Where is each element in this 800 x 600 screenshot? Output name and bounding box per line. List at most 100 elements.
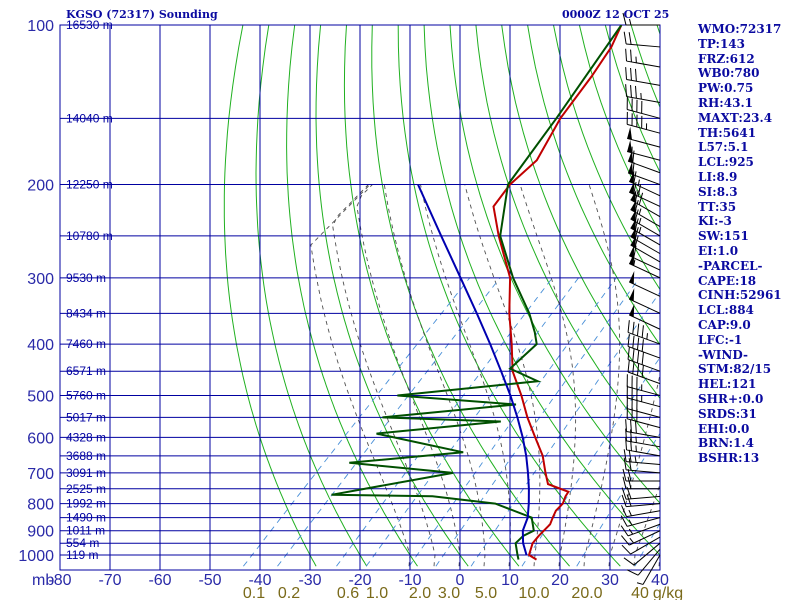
dry-adiabat-line: [343, 25, 520, 567]
sounding-index-item: CAP:9.0: [698, 317, 751, 332]
sounding-index-item: LFC:-1: [698, 332, 743, 347]
sounding-index-item: SRDS:31: [698, 406, 757, 421]
moist-adiabat-line: [383, 184, 486, 567]
sounding-index-item: SW:151: [698, 229, 749, 244]
wind-barb: [628, 288, 661, 314]
height-label: 119 m: [66, 548, 98, 562]
mixing-ratio-label: 2.0: [409, 585, 431, 600]
sounding-index-item: KI:-3: [698, 214, 732, 229]
height-label: 12250 m: [66, 178, 113, 192]
plot-frame: [59, 24, 661, 571]
station-title: KGSO (72317) Sounding: [66, 8, 218, 21]
wind-barb: [620, 515, 661, 527]
pressure-tick-label: 400: [27, 337, 54, 354]
sounding-index-item: LCL:884: [698, 303, 754, 318]
dry-adiabat-line: [501, 25, 660, 400]
wind-barb: [622, 476, 660, 490]
wind-barb: [621, 530, 661, 546]
height-label: 554 m: [66, 536, 99, 550]
wind-barb: [627, 139, 661, 161]
mixing-ratio-label: 0.2: [278, 585, 300, 600]
dry-adiabat-line: [397, 25, 621, 567]
sounding-index-item: RH:43.1: [698, 95, 753, 110]
height-label: 2525 m: [66, 482, 106, 496]
mixing-ratio-label: 40: [631, 585, 649, 600]
sounding-index-item: TT:35: [698, 199, 737, 214]
wind-barb: [628, 303, 661, 330]
temperature-tick-label: 0: [456, 572, 465, 589]
pressure-tick-label: 300: [27, 271, 54, 288]
wind-barb: [622, 12, 660, 26]
temperature-tick-label: 40: [651, 572, 669, 589]
sounding-index-item: STM:82/15: [698, 362, 772, 377]
sounding-index-item: MAXT:23.4: [698, 110, 773, 125]
moist-adiabat-line: [583, 184, 621, 567]
temperature-tick-label: 30: [601, 572, 619, 589]
wind-barb: [622, 468, 660, 482]
wind-barb: [625, 48, 661, 68]
temperature-tick-label: -70: [98, 572, 121, 589]
wind-barb: [627, 320, 661, 345]
mixing-ratio-line: [576, 432, 660, 567]
mixing-ratio-line: [277, 277, 501, 567]
height-label: 3688 m: [66, 449, 106, 463]
moist-adiabat-line: [608, 372, 660, 567]
wind-barb: [625, 437, 661, 457]
wind-barb: [625, 84, 661, 103]
mixing-ratio-label: 5.0: [475, 585, 497, 600]
temperature-tick-label: -40: [248, 572, 271, 589]
dry-adiabat-line: [449, 25, 660, 504]
wind-barb: [621, 536, 661, 555]
wind-barb: [628, 244, 661, 271]
height-label: 1992 m: [66, 497, 106, 511]
sounding-index-item: FRZ:612: [698, 51, 755, 66]
wind-barb: [627, 161, 661, 186]
temperature-tick-label: 20: [551, 572, 569, 589]
sounding-index-item: SHR+:0.0: [698, 391, 764, 406]
wind-barb: [627, 359, 661, 385]
height-label: 3091 m: [66, 466, 106, 480]
moist-adiabat-line: [633, 483, 660, 567]
sounding-index-item: PW:0.75: [698, 81, 754, 96]
wind-barb: [625, 428, 661, 448]
height-label: 9530 m: [66, 271, 106, 285]
dry-adiabat-line: [255, 25, 368, 567]
sounding-index-item: -PARCEL-: [698, 258, 763, 273]
pressure-tick-label: 900: [27, 524, 54, 541]
wind-barb: [625, 419, 661, 438]
mixing-ratio-line: [634, 522, 660, 567]
moist-adiabat-line: [356, 184, 461, 567]
sounding-index-item: BSHR:13: [698, 451, 760, 466]
wind-barb: [626, 97, 661, 119]
mixing-ratio-label: g/kg: [653, 585, 683, 600]
height-label: 4328 m: [66, 430, 106, 444]
pressure-tick-label: 800: [27, 497, 54, 514]
mixing-ratio-label: 20.0: [571, 585, 602, 600]
dry-adiabat-line: [475, 25, 660, 452]
sounding-indices-panel: WMO:72317 TP:143 FRZ:612 WB0:780 PW:0.75 RH:4…: [698, 22, 798, 466]
sounding-index-item: SI:8.3: [698, 184, 738, 199]
dry-adiabat-line: [371, 25, 570, 567]
wind-barb: [620, 523, 661, 537]
pressure-tick-label: 500: [27, 388, 54, 405]
dry-adiabat-line: [423, 25, 660, 556]
mixing-ratio-line: [365, 277, 579, 567]
sounding-index-item: LI:8.9: [698, 169, 738, 184]
wind-barb: [623, 31, 661, 48]
dry-adiabat-line: [527, 25, 660, 346]
wind-barb: [626, 112, 661, 134]
pressure-tick-label: 700: [27, 466, 54, 483]
wind-barb: [628, 271, 661, 297]
sounding-index-item: WMO:72317: [698, 22, 782, 36]
height-label: 1490 m: [66, 511, 106, 525]
temperature-tick-label: -80: [48, 572, 71, 589]
sounding-index-item: EHI:0.0: [698, 421, 750, 436]
temperature-tick-label: -10: [398, 572, 421, 589]
mixing-ratio-line: [521, 356, 660, 567]
dewpoint-profile-line: [331, 25, 623, 560]
sounding-index-item: TH:5641: [698, 125, 757, 140]
wind-barb: [627, 347, 661, 372]
height-label: 8434 m: [66, 306, 106, 320]
sounding-index-item: EI:1.0: [698, 243, 739, 258]
